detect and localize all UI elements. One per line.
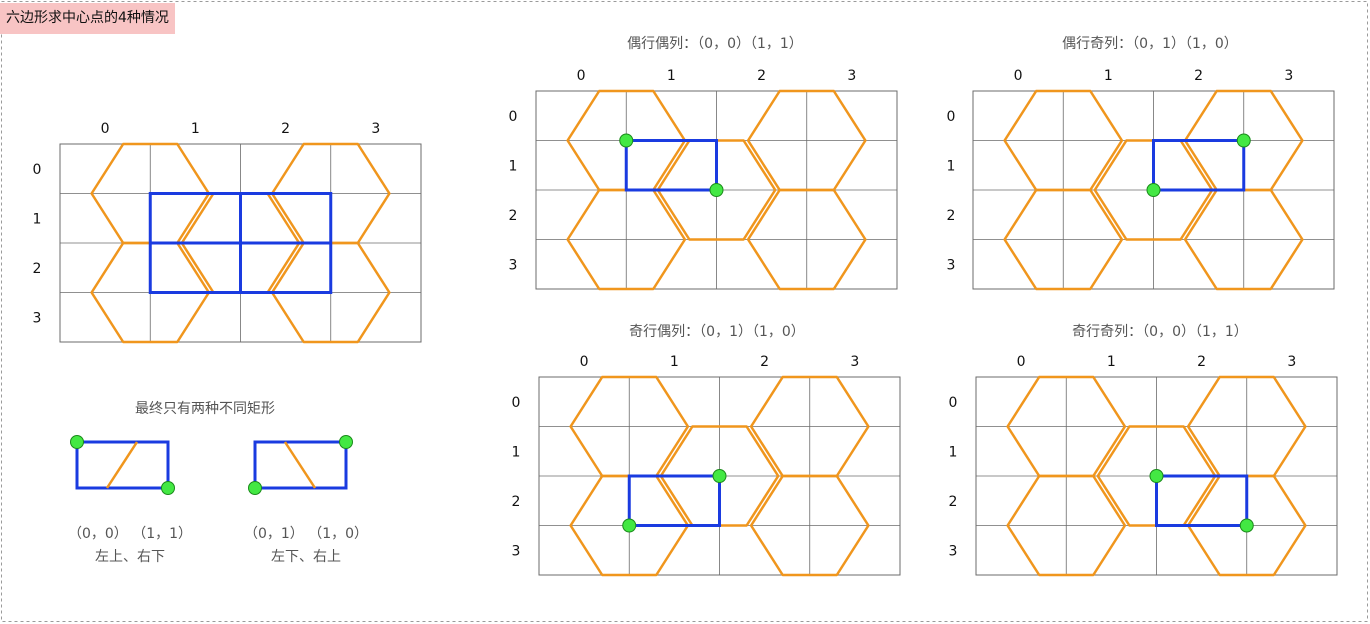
summary-shape-a-center-point bbox=[162, 482, 175, 495]
case-odd-odd-grid: 0 1 2 3 0 1 2 3 bbox=[949, 354, 1337, 575]
case-even-odd-center-rect bbox=[1154, 141, 1244, 191]
main-col-label: 1 bbox=[191, 121, 200, 137]
main-col-label: 3 bbox=[371, 121, 380, 137]
case-odd-even-col-label: 2 bbox=[760, 354, 769, 370]
case-even-odd-col-label: 0 bbox=[1014, 68, 1023, 84]
case-even-odd-col-label: 1 bbox=[1104, 68, 1113, 84]
case-odd-even-row-label: 2 bbox=[512, 494, 521, 510]
case-even-even-col-label: 3 bbox=[847, 68, 856, 84]
case-even-even-col-label: 0 bbox=[577, 68, 586, 84]
main-row-label: 2 bbox=[33, 261, 42, 277]
case-odd-odd-col-label: 0 bbox=[1017, 354, 1026, 370]
case-odd-odd-center-rect bbox=[1157, 476, 1247, 526]
case-odd-even-col-label: 1 bbox=[670, 354, 679, 370]
case-odd-odd-center-point bbox=[1240, 519, 1253, 532]
case-odd-odd-row-label: 2 bbox=[949, 494, 958, 510]
case-even-even-row-label: 1 bbox=[509, 158, 518, 174]
case-odd-even-row-label: 0 bbox=[512, 395, 521, 411]
main-row-label: 3 bbox=[33, 310, 42, 326]
summary-shape-b-hex-edge bbox=[285, 442, 315, 488]
case-odd-odd-row-label: 0 bbox=[949, 395, 958, 411]
case-even-even-row-label: 3 bbox=[509, 257, 518, 273]
summary-coords-a: （0，0） （1，1） bbox=[40, 523, 220, 543]
main-row-label: 0 bbox=[33, 162, 42, 178]
case-even-even-center-point bbox=[620, 134, 633, 147]
case-label-odd-even: 奇行偶列：（0，1）（1，0） bbox=[542, 321, 892, 341]
case-odd-odd-col-label: 2 bbox=[1197, 354, 1206, 370]
case-even-odd-row-label: 2 bbox=[947, 208, 956, 224]
case-odd-odd-col-label: 1 bbox=[1107, 354, 1116, 370]
case-even-odd-row-label: 0 bbox=[947, 109, 956, 125]
summary-desc-b: 左下、右上 bbox=[216, 546, 396, 566]
case-even-odd-row-label: 1 bbox=[947, 158, 956, 174]
case-even-odd-col-label: 2 bbox=[1194, 68, 1203, 84]
case-odd-even-center-rect bbox=[629, 476, 719, 526]
case-odd-odd-center-point bbox=[1150, 470, 1163, 483]
case-even-even-row-label: 0 bbox=[509, 109, 518, 125]
case-odd-even-center-point bbox=[623, 519, 636, 532]
case-even-even-col-label: 2 bbox=[757, 68, 766, 84]
summary-shape-b-center-point bbox=[249, 482, 262, 495]
main-grid: 0 1 2 3 0 1 2 3 bbox=[33, 121, 421, 342]
main-col-label: 2 bbox=[281, 121, 290, 137]
case-even-even-col-label: 1 bbox=[667, 68, 676, 84]
summary-desc-a: 左上、右下 bbox=[40, 546, 220, 566]
main-row-label: 1 bbox=[33, 211, 42, 227]
case-odd-even-col-label: 3 bbox=[850, 354, 859, 370]
summary-heading: 最终只有两种不同矩形 bbox=[80, 398, 330, 418]
summary-shape-b-center-point bbox=[340, 436, 353, 449]
case-even-even-center-point bbox=[710, 184, 723, 197]
case-odd-even-row-label: 1 bbox=[512, 444, 521, 460]
case-odd-even-col-label: 0 bbox=[580, 354, 589, 370]
case-even-odd-center-point bbox=[1237, 134, 1250, 147]
case-label-even-odd: 偶行奇列：（0，1）（1，0） bbox=[975, 33, 1325, 53]
case-odd-even-row-label: 3 bbox=[512, 543, 521, 559]
case-odd-odd-col-label: 3 bbox=[1287, 354, 1296, 370]
case-label-odd-odd: 奇行奇列：（0，0）（1，1） bbox=[985, 321, 1335, 341]
summary-shape-a-hex-edge bbox=[107, 442, 137, 488]
case-even-even-center-rect bbox=[626, 141, 716, 191]
case-label-even-even: 偶行偶列：（0，0）（1，1） bbox=[540, 33, 890, 53]
case-odd-odd-row-label: 3 bbox=[949, 543, 958, 559]
main-col-label: 0 bbox=[101, 121, 110, 137]
case-even-even-row-label: 2 bbox=[509, 208, 518, 224]
page-title: 六边形求中心点的4种情况 bbox=[0, 3, 175, 34]
case-even-even-grid: 0 1 2 3 0 1 2 3 bbox=[509, 68, 897, 289]
summary-shape-a-center-point bbox=[71, 436, 84, 449]
case-odd-even-grid: 0 1 2 3 0 1 2 3 bbox=[512, 354, 900, 575]
case-even-odd-center-point bbox=[1147, 184, 1160, 197]
case-odd-even-center-point bbox=[713, 470, 726, 483]
case-even-odd-row-label: 3 bbox=[947, 257, 956, 273]
case-odd-odd-row-label: 1 bbox=[949, 444, 958, 460]
case-even-odd-col-label: 3 bbox=[1284, 68, 1293, 84]
summary-coords-b: （0，1） （1，0） bbox=[216, 523, 396, 543]
